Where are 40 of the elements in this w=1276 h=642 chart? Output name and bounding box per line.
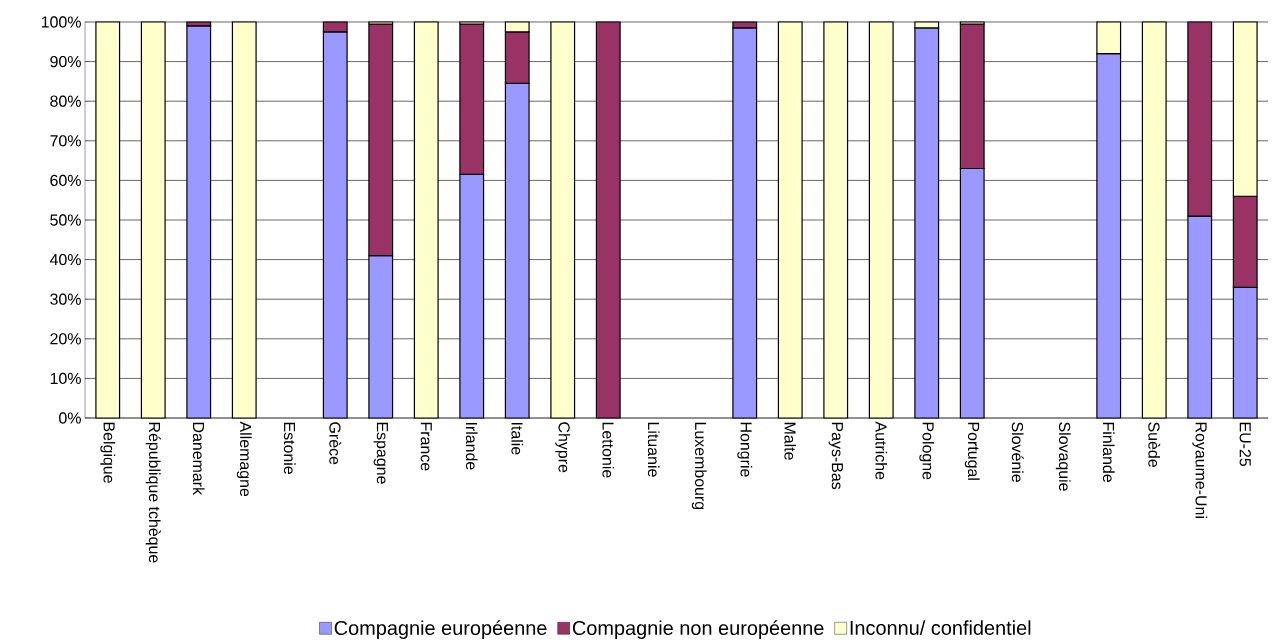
legend-label: Compagnie non européenne xyxy=(572,620,824,639)
x-tick-label: Pologne xyxy=(919,422,935,480)
x-tick-label: Lettonie xyxy=(602,422,615,478)
y-tick-label: 100% xyxy=(41,16,81,28)
x-tick-label: Autriche xyxy=(875,421,888,480)
y-tick-label: 80% xyxy=(50,95,81,107)
x-tick-label: Espagne xyxy=(373,422,388,484)
x-tick-label: Suède xyxy=(1148,422,1161,467)
y-tick-label: 10% xyxy=(50,372,81,385)
x-tick-label: Danemark xyxy=(192,422,205,496)
x-tick-label: Lituanie xyxy=(647,422,660,477)
x-tick-label: Royaume-Uni xyxy=(1192,422,1208,518)
x-tick-label: Belgique xyxy=(100,422,116,483)
y-tick-label: 40% xyxy=(49,253,81,266)
y-tick-label: 50% xyxy=(50,214,81,226)
x-tick-label: Estonie xyxy=(283,422,296,474)
x-tick-label: Slovénie xyxy=(1011,422,1024,482)
x-tick-label: Pays-Bas xyxy=(828,422,843,490)
legend-label: Inconnu/ confidentiel xyxy=(850,620,1031,635)
y-tick-label: 30% xyxy=(50,293,81,305)
x-tick-label: Grèce xyxy=(329,422,342,465)
x-tick-label: Italie xyxy=(511,422,524,455)
x-tick-label: Portugal xyxy=(964,422,980,480)
legend-label: Compagnie européenne xyxy=(334,620,547,639)
x-tick-label: Slovaquie xyxy=(1055,422,1071,491)
x-tick-label: Finlande xyxy=(1102,422,1115,482)
y-tick-label: 90% xyxy=(50,55,81,68)
y-tick-label: 60% xyxy=(50,174,81,187)
x-tick-label: Hongrie xyxy=(737,422,753,477)
y-tick-label: 20% xyxy=(50,333,81,345)
x-tick-label: EU-25 xyxy=(1239,422,1251,467)
y-tick-label: 70% xyxy=(50,135,81,147)
y-tick-label: 0% xyxy=(59,412,81,424)
x-tick-label: France xyxy=(420,422,432,471)
x-tick-label: Luxembourg xyxy=(691,422,707,510)
x-tick-label: Irlande xyxy=(465,422,478,470)
x-tick-label: Chypre xyxy=(555,422,571,473)
x-tick-label: Malte xyxy=(784,422,797,460)
x-tick-label: Allemagne xyxy=(236,421,252,497)
x-tick-label: République tchèque xyxy=(145,422,161,563)
